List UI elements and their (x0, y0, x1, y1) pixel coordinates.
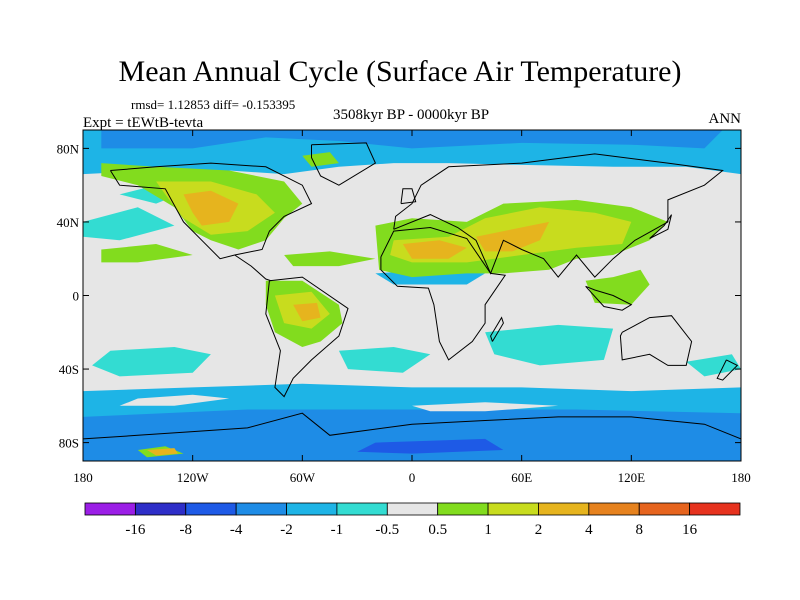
colorbar-segment (638, 502, 691, 516)
colorbar-segment (386, 502, 439, 516)
coast-madagascar (490, 316, 504, 342)
colorbar-label: -0.5 (375, 522, 399, 538)
coast-new-zealand (716, 359, 739, 381)
coast-south-america (265, 276, 349, 398)
colorbar-segment (185, 502, 237, 516)
field-na-hot (183, 190, 239, 226)
coast-japan (649, 214, 672, 239)
colorbar-segment (286, 502, 338, 516)
colorbar-label: 1 (484, 522, 492, 538)
colorbar-segment (588, 502, 640, 516)
colorbar-segment (235, 502, 287, 516)
field-arabia-hot (476, 221, 550, 252)
map-field (83, 130, 741, 461)
coast-antarctica (83, 412, 741, 440)
colorbar-label: 4 (585, 522, 593, 538)
coast-eurasia (393, 153, 724, 278)
y-tick-label: 40N (57, 215, 80, 230)
colorbar-segment (134, 502, 187, 516)
x-tick-label: 0 (409, 470, 416, 485)
colorbar-label: -8 (180, 522, 193, 538)
y-tick-label: 80N (57, 141, 80, 156)
colorbar-label: 8 (635, 522, 643, 538)
colorbar-segment (437, 502, 489, 516)
coast-central-america (234, 254, 272, 282)
colorbar-label: 2 (535, 522, 543, 538)
colorbar-segment (538, 502, 590, 516)
coast-indonesia (585, 285, 633, 311)
colorbar-label: -16 (125, 522, 145, 538)
x-tick-label: 60W (290, 470, 316, 485)
x-tick-label: 180 (731, 470, 751, 485)
period-label: 3508kyr BP - 0000kyr BP (333, 107, 489, 123)
y-tick-label: 40S (59, 362, 79, 377)
field-indian-ocean (485, 324, 614, 366)
coast-north-america (109, 162, 313, 260)
field-maritime-se-asia (585, 269, 650, 305)
field-north-pacific (83, 207, 175, 241)
colorbar-segment (336, 502, 388, 516)
stats-line: rmsd= 1.12853 diff= -0.153395 (131, 97, 295, 112)
field-so-gap-2 (412, 402, 559, 412)
field-arctic-inner (101, 130, 723, 149)
field-sahara-hot (402, 240, 467, 259)
colorbar-label: 16 (682, 522, 698, 538)
coast-australia (619, 315, 693, 366)
colorbar-label: 0.5 (428, 522, 447, 538)
colorbar-label: -4 (230, 522, 243, 538)
field-antarctic-strong (357, 438, 504, 454)
y-tick-label: 0 (73, 289, 80, 304)
field-south-atlantic (338, 347, 431, 373)
experiment-label: Expt = tEWtB-tevta (83, 115, 203, 131)
colorbar-segment (487, 502, 539, 516)
field-south-pacific (92, 347, 211, 377)
field-amazon-hot (293, 302, 321, 322)
colorbar-segment (689, 502, 741, 516)
field-southern-ocean-deep (83, 409, 741, 461)
field-atlantic-arc (284, 251, 376, 267)
colorbar-label: -2 (280, 522, 293, 538)
y-tick-label: 80S (59, 436, 79, 451)
coast-uk (400, 188, 417, 205)
colorbar-segment (84, 502, 136, 516)
colorbar-label: -1 (331, 522, 344, 538)
x-tick-label: 180 (73, 470, 93, 485)
field-pacific-arc (101, 244, 193, 263)
chart-title: Mean Annual Cycle (Surface Air Temperatu… (119, 55, 682, 88)
x-tick-label: 60E (511, 470, 532, 485)
x-tick-label: 120W (177, 470, 210, 485)
field-so-gap-1 (119, 394, 230, 406)
field-antarctic-warm (147, 448, 178, 456)
x-tick-label: 120E (618, 470, 646, 485)
coast-africa (380, 226, 507, 361)
season-label: ANN (709, 111, 742, 127)
coast-greenland (311, 142, 377, 186)
